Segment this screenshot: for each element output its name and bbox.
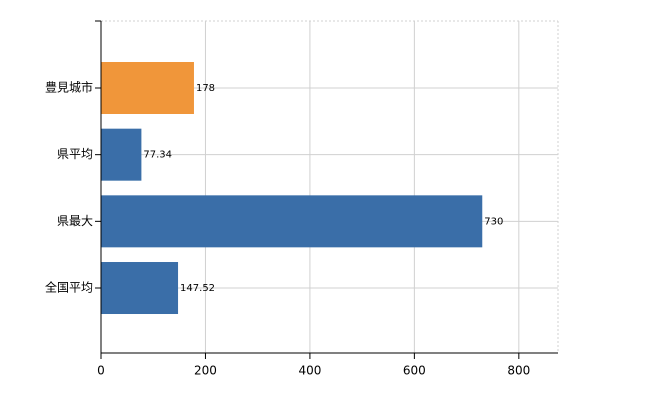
value-label: 178 — [196, 83, 215, 94]
bar — [101, 195, 483, 248]
y-tick-label: 県最大 — [57, 214, 93, 228]
x-tick-label: 0 — [97, 364, 105, 378]
x-tick-label: 600 — [403, 364, 426, 378]
value-label: 730 — [484, 216, 503, 227]
x-tick-label: 200 — [194, 364, 217, 378]
x-tick-label: 800 — [507, 364, 530, 378]
bar — [101, 262, 179, 315]
y-tick-label: 豊見城市 — [45, 80, 93, 95]
bar — [101, 128, 142, 181]
value-label: 147.52 — [180, 283, 215, 294]
y-tick-label: 全国平均 — [45, 280, 93, 295]
x-tick-label: 400 — [298, 364, 321, 378]
y-tick-label: 県平均 — [57, 147, 93, 161]
value-label: 77.34 — [143, 150, 172, 161]
bar — [101, 62, 194, 114]
